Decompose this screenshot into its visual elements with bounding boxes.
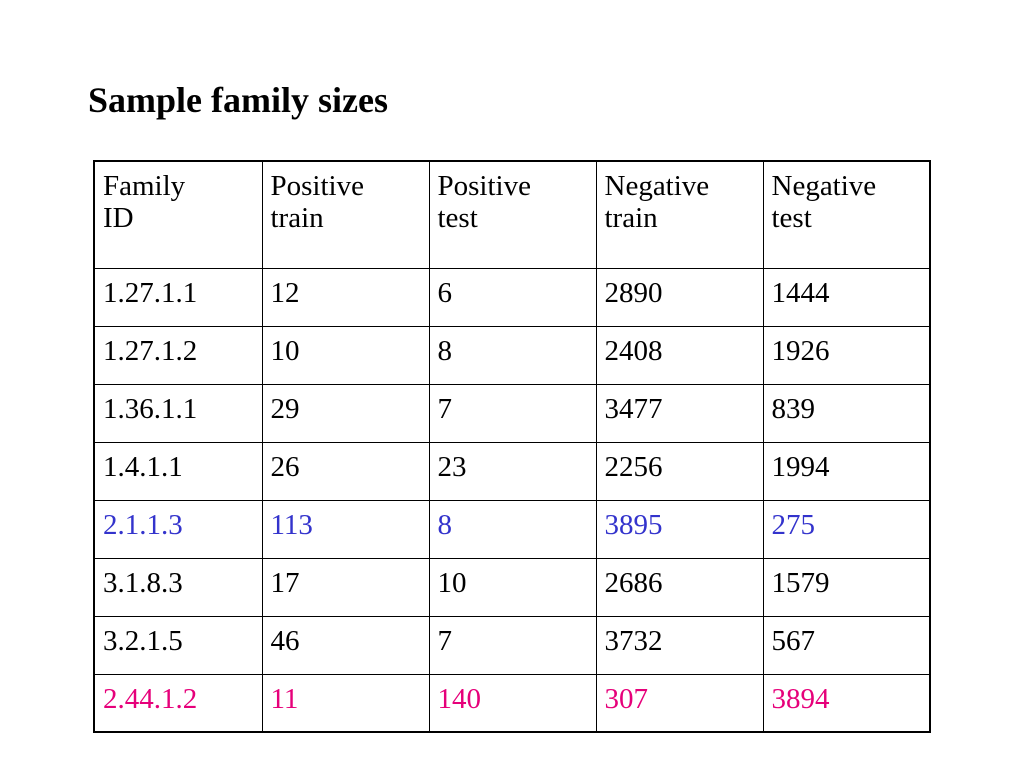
cell-negative-train: 3477 bbox=[595, 383, 764, 443]
header-line: Negative bbox=[604, 170, 710, 202]
table-row: 2.1.1.3 113 8 3895 275 bbox=[93, 499, 931, 559]
header-line: Positive bbox=[270, 170, 364, 202]
header-negative-test: Negative test bbox=[762, 160, 931, 269]
header-line: test bbox=[437, 202, 478, 234]
cell-positive-test: 7 bbox=[428, 383, 597, 443]
table-body: 1.27.1.1 12 6 2890 1444 1.27.1.2 10 8 2408 1926 1.… bbox=[93, 267, 931, 733]
cell-positive-train: 17 bbox=[261, 557, 430, 617]
cell-negative-test: 3894 bbox=[762, 673, 931, 733]
cell-family-id: 1.27.1.1 bbox=[93, 267, 263, 327]
cell-negative-train: 2890 bbox=[595, 267, 764, 327]
cell-negative-train: 2256 bbox=[595, 441, 764, 501]
table-row: 3.2.1.5 46 7 3732 567 bbox=[93, 615, 931, 675]
cell-negative-train: 3895 bbox=[595, 499, 764, 559]
cell-family-id: 3.2.1.5 bbox=[93, 615, 263, 675]
table-row: 3.1.8.3 17 10 2686 1579 bbox=[93, 557, 931, 617]
cell-family-id: 1.36.1.1 bbox=[93, 383, 263, 443]
header-line: Negative bbox=[771, 170, 877, 202]
cell-positive-train: 10 bbox=[261, 325, 430, 385]
table-row: 1.4.1.1 26 23 2256 1994 bbox=[93, 441, 931, 501]
header-negative-train: Negative train bbox=[595, 160, 764, 269]
cell-positive-test: 23 bbox=[428, 441, 597, 501]
cell-positive-train: 12 bbox=[261, 267, 430, 327]
cell-negative-test: 1579 bbox=[762, 557, 931, 617]
cell-positive-train: 46 bbox=[261, 615, 430, 675]
cell-positive-train: 11 bbox=[261, 673, 430, 733]
table-row: 1.27.1.2 10 8 2408 1926 bbox=[93, 325, 931, 385]
slide-title: Sample family sizes bbox=[88, 80, 388, 120]
cell-positive-train: 113 bbox=[261, 499, 430, 559]
cell-positive-test: 8 bbox=[428, 499, 597, 559]
cell-negative-test: 839 bbox=[762, 383, 931, 443]
table-row: 1.27.1.1 12 6 2890 1444 bbox=[93, 267, 931, 327]
cell-negative-test: 1994 bbox=[762, 441, 931, 501]
cell-negative-train: 3732 bbox=[595, 615, 764, 675]
cell-positive-test: 10 bbox=[428, 557, 597, 617]
cell-positive-test: 140 bbox=[428, 673, 597, 733]
cell-positive-test: 8 bbox=[428, 325, 597, 385]
cell-negative-train: 2686 bbox=[595, 557, 764, 617]
header-line: ID bbox=[103, 202, 134, 234]
cell-family-id: 1.4.1.1 bbox=[93, 441, 263, 501]
family-sizes-table: Family ID Positive train Positive test Nega… bbox=[93, 160, 931, 733]
cell-negative-test: 1926 bbox=[762, 325, 931, 385]
cell-negative-test: 567 bbox=[762, 615, 931, 675]
cell-negative-test: 275 bbox=[762, 499, 931, 559]
header-family-id: Family ID bbox=[93, 160, 263, 269]
header-line: Family bbox=[103, 170, 186, 202]
cell-negative-test: 1444 bbox=[762, 267, 931, 327]
cell-positive-train: 29 bbox=[261, 383, 430, 443]
header-positive-test: Positive test bbox=[428, 160, 597, 269]
cell-negative-train: 2408 bbox=[595, 325, 764, 385]
cell-positive-test: 6 bbox=[428, 267, 597, 327]
header-positive-train: Positive train bbox=[261, 160, 430, 269]
cell-positive-test: 7 bbox=[428, 615, 597, 675]
table-row: 1.36.1.1 29 7 3477 839 bbox=[93, 383, 931, 443]
header-row: Family ID Positive train Positive test Nega… bbox=[93, 160, 931, 269]
cell-family-id: 2.1.1.3 bbox=[93, 499, 263, 559]
cell-negative-train: 307 bbox=[595, 673, 764, 733]
header-line: train bbox=[604, 202, 658, 234]
table-row: 2.44.1.2 11 140 307 3894 bbox=[93, 673, 931, 733]
cell-family-id: 2.44.1.2 bbox=[93, 673, 263, 733]
cell-family-id: 1.27.1.2 bbox=[93, 325, 263, 385]
header-line: Positive bbox=[437, 170, 531, 202]
cell-positive-train: 26 bbox=[261, 441, 430, 501]
header-line: train bbox=[270, 202, 324, 234]
header-line: test bbox=[771, 202, 812, 234]
cell-family-id: 3.1.8.3 bbox=[93, 557, 263, 617]
